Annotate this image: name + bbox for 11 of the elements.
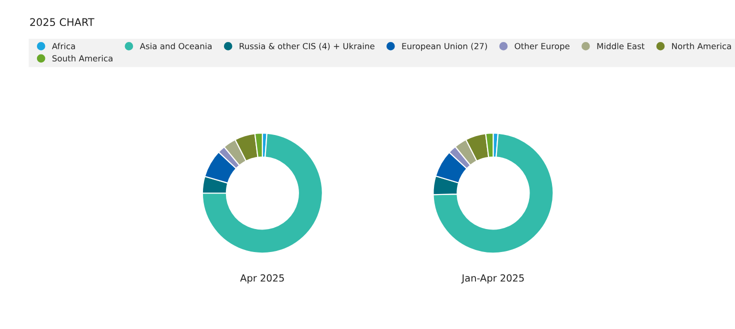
legend-label: North America (672, 42, 731, 50)
legend-label: Asia and Oceania (140, 42, 212, 50)
legend-label: Russia & other CIS (4) + Ukraine (240, 42, 374, 50)
text: 2025 CHART (30, 18, 94, 26)
legend-label: South America (52, 55, 112, 62)
legend-label: Africa (52, 42, 75, 50)
legend-label: Other Europe (514, 42, 570, 51)
slice-label: Jan-Apr 2025 (461, 274, 524, 284)
legend-label: European Union (27) (402, 42, 487, 51)
slice-label: Apr 2025 (240, 274, 284, 284)
legend-label: Middle East (597, 42, 644, 50)
